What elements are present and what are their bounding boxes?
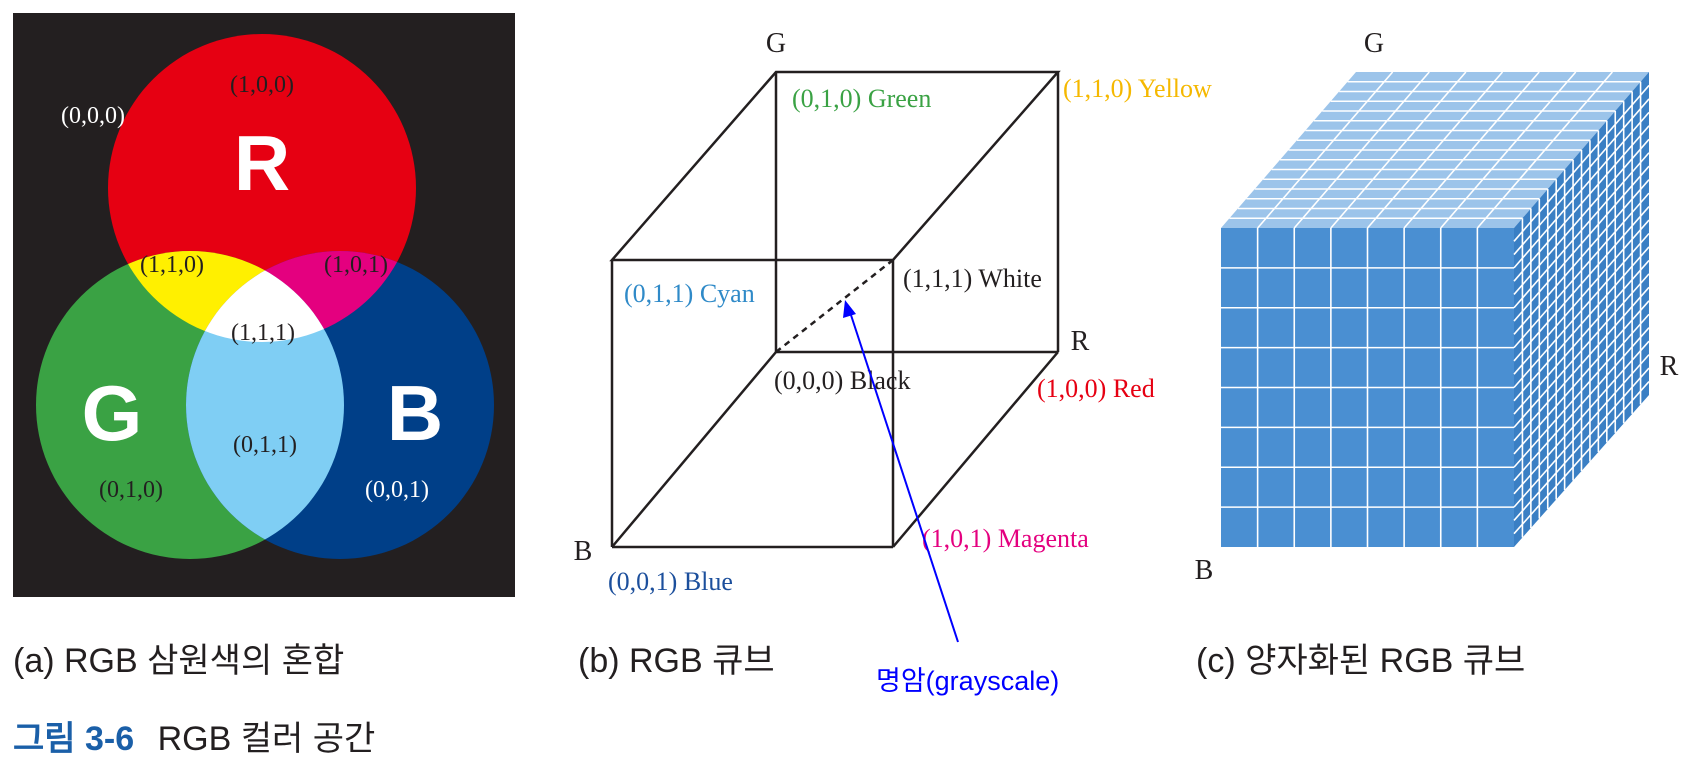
panel-c-quantized-cube (1221, 71, 1650, 547)
arrow-line (849, 311, 959, 643)
label-green-010: (0,1,0) (99, 477, 163, 503)
letter-r: R (234, 119, 290, 207)
cube-label-green: (0,1,0) Green (792, 84, 931, 113)
label-yellow-110: (1,1,0) (140, 252, 204, 278)
side-grid-horizontal (1513, 152, 1650, 309)
caption-a: (a) RGB 삼원색의 혼합 (13, 642, 344, 680)
cube-label-yellow: (1,1,0) Yellow (1063, 74, 1212, 103)
cube-label-black: (0,0,0) Black (774, 366, 910, 395)
side-grid-horizontal (1513, 219, 1650, 375)
cube-label-red: (1,0,0) Red (1037, 374, 1155, 403)
letter-g: G (82, 369, 143, 457)
figure-title: RGB 컬러 공간 (158, 720, 376, 758)
side-grid-horizontal (1513, 354, 1650, 508)
cube-label-magenta: (1,0,1) Magenta (922, 524, 1089, 553)
side-grid-horizontal (1513, 313, 1650, 468)
side-grid-horizontal (1513, 286, 1650, 442)
side-grid-horizontal (1513, 232, 1650, 389)
side-grid-horizontal (1513, 84, 1650, 242)
cube-edge-bottom-left (611, 351, 777, 548)
side-grid-horizontal (1513, 367, 1650, 521)
cube-label-blue: (0,0,1) Blue (608, 567, 733, 596)
grayscale-annotation: 명암(grayscale) (876, 666, 1059, 696)
figure-caption: 그림 3-6 RGB 컬러 공간 (13, 720, 375, 758)
cube-axis-r: R (1071, 326, 1090, 357)
cube-edge-bottom-right (892, 351, 1059, 548)
cube-label-white: (1,1,1) White (903, 264, 1042, 293)
side-grid-horizontal (1513, 125, 1650, 282)
label-cyan-011: (0,1,1) (233, 432, 297, 458)
quantized-axis-b: B (1195, 555, 1214, 586)
quantized-grid-lines (1221, 71, 1650, 547)
cube-axis-g: G (766, 28, 786, 59)
label-magenta-101: (1,0,1) (324, 252, 388, 278)
side-grid-horizontal (1513, 246, 1650, 402)
side-grid-horizontal (1513, 206, 1650, 362)
side-grid-horizontal (1513, 165, 1650, 322)
side-grid-horizontal (1513, 327, 1650, 482)
label-black-000: (0,0,0) (61, 103, 125, 129)
letter-b: B (387, 369, 443, 457)
label-white-111: (1,1,1) (231, 320, 295, 346)
side-grid-horizontal (1513, 192, 1650, 349)
cube-label-cyan: (0,1,1) Cyan (624, 279, 755, 308)
panel-b-cube (609, 70, 1061, 549)
side-grid-horizontal (1513, 179, 1650, 335)
label-red-100: (1,0,0) (230, 72, 294, 98)
figure-number: 그림 3-6 (13, 720, 134, 758)
side-grid-horizontal (1513, 381, 1650, 535)
grayscale-arrow (843, 300, 959, 643)
cube-axis-b: B (574, 536, 593, 567)
side-grid-horizontal (1513, 98, 1650, 256)
caption-c: (c) 양자화된 RGB 큐브 (1196, 642, 1525, 680)
grayscale-diagonal (775, 259, 894, 353)
white-overlap (186, 251, 344, 342)
side-grid-horizontal (1513, 111, 1650, 269)
side-grid-horizontal (1513, 300, 1650, 455)
side-grid-horizontal (1513, 340, 1650, 495)
quantized-axis-g: G (1364, 28, 1384, 59)
side-grid-horizontal (1513, 273, 1650, 428)
panel-a-venn: R G B (0,0,0) (1,0,0) (1,1,0) (1,0,1) (1… (13, 13, 515, 597)
quantized-axis-r: R (1660, 351, 1679, 382)
side-grid-horizontal (1513, 138, 1650, 295)
arrowhead-icon (843, 300, 856, 318)
label-blue-001: (0,0,1) (365, 477, 429, 503)
caption-b: (b) RGB 큐브 (578, 642, 775, 680)
side-grid-horizontal (1513, 259, 1650, 415)
